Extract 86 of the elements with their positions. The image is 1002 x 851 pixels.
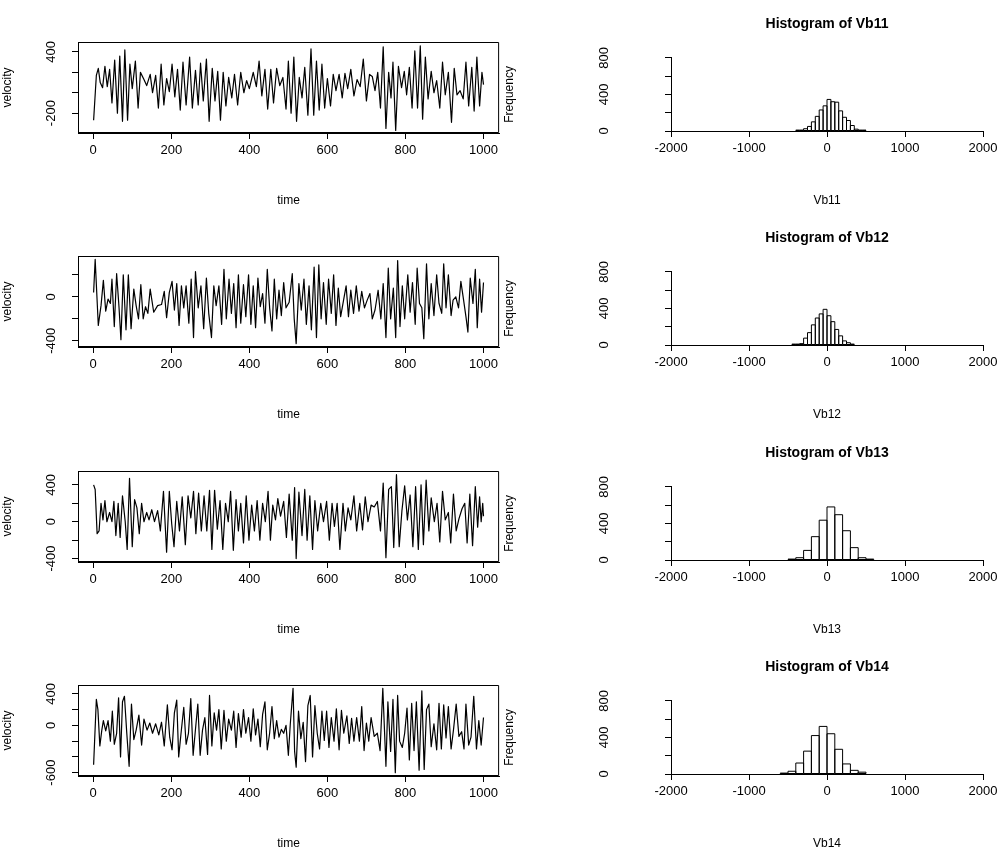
y-tick-label: 400 <box>595 512 611 535</box>
x-tick-label: 2000 <box>968 783 998 799</box>
x-axis-title: Vb11 <box>813 193 841 208</box>
x-tick-label: 0 <box>89 571 97 587</box>
x-tick-label: -1000 <box>732 140 766 156</box>
x-tick-label: 2000 <box>968 140 998 156</box>
y-tick-label: 0 <box>42 293 58 301</box>
y-axis-title: velocity <box>0 496 14 537</box>
y-tick-label: 400 <box>42 41 58 63</box>
x-tick-label: 0 <box>823 354 831 370</box>
x-tick-label: -1000 <box>732 354 766 370</box>
y-axis-title: Frequency <box>501 709 516 766</box>
x-axis-title: time <box>277 622 301 637</box>
y-tick-label: 0 <box>595 556 611 564</box>
y-tick-label: 800 <box>595 475 611 498</box>
y-tick-label: 400 <box>595 726 611 749</box>
y-tick-label: 800 <box>595 260 611 283</box>
x-tick-label: 200 <box>160 785 183 801</box>
x-tick-label: 0 <box>823 569 831 585</box>
y-tick-label: 0 <box>595 127 611 135</box>
x-tick-label: 200 <box>160 356 183 372</box>
x-tick-label: 2000 <box>968 354 998 370</box>
x-tick-label: 0 <box>823 140 831 156</box>
chart-title: Histogram of Vb14 <box>765 657 890 674</box>
y-tick-label: 400 <box>42 683 58 705</box>
x-tick-label: 1000 <box>890 354 920 370</box>
y-tick-label: -400 <box>42 545 58 572</box>
y-tick-label: 400 <box>595 83 611 106</box>
x-tick-label: -2000 <box>654 783 688 799</box>
x-tick-label: 0 <box>823 783 831 799</box>
y-tick-label: 0 <box>42 721 58 729</box>
x-tick-label: 600 <box>316 571 339 587</box>
x-tick-label: 0 <box>89 785 97 801</box>
x-tick-label: 600 <box>316 142 339 158</box>
y-tick-label: 400 <box>595 297 611 320</box>
x-tick-label: 1000 <box>469 356 498 372</box>
x-axis-title: time <box>277 193 301 208</box>
y-axis-title: velocity <box>0 67 14 108</box>
y-tick-label: 0 <box>595 770 611 778</box>
x-tick-label: 800 <box>394 142 417 158</box>
x-tick-label: 400 <box>238 142 261 158</box>
x-axis-title: time <box>277 407 301 422</box>
x-tick-label: 800 <box>394 785 417 801</box>
chart-title: Histogram of Vb11 <box>765 14 889 31</box>
y-axis-title: velocity <box>0 281 14 322</box>
y-axis-title: Frequency <box>501 495 516 552</box>
x-tick-label: 800 <box>394 571 417 587</box>
x-tick-label: 1000 <box>890 140 920 156</box>
x-tick-label: -1000 <box>732 783 766 799</box>
x-tick-label: -2000 <box>654 569 688 585</box>
x-axis-title: Vb13 <box>812 622 842 637</box>
y-tick-label: -200 <box>42 100 58 127</box>
x-tick-label: -2000 <box>654 140 688 156</box>
x-tick-label: 1000 <box>469 142 498 158</box>
x-tick-label: -1000 <box>732 569 766 585</box>
x-tick-label: 600 <box>316 356 339 372</box>
x-tick-label: 1000 <box>890 783 920 799</box>
y-tick-label: 800 <box>595 689 611 712</box>
x-tick-label: 400 <box>238 571 261 587</box>
chart-title: Histogram of Vb12 <box>765 228 890 245</box>
y-axis-title: Frequency <box>501 66 516 123</box>
x-axis-title: time <box>277 836 301 851</box>
x-tick-label: 2000 <box>968 569 998 585</box>
x-tick-label: 0 <box>89 142 97 158</box>
x-tick-label: 1000 <box>469 785 498 801</box>
y-axis-title: Frequency <box>501 280 516 337</box>
y-axis-title: velocity <box>0 710 14 751</box>
y-tick-label: 0 <box>42 518 58 526</box>
chart-title: Histogram of Vb13 <box>765 443 890 460</box>
x-tick-label: 400 <box>238 356 261 372</box>
y-tick-label: -400 <box>42 327 58 354</box>
x-tick-label: 1000 <box>469 571 498 587</box>
x-tick-label: 800 <box>394 356 417 372</box>
x-tick-label: -2000 <box>654 354 688 370</box>
x-tick-label: 600 <box>316 785 339 801</box>
y-tick-label: 400 <box>42 473 58 496</box>
x-tick-label: 200 <box>160 142 183 158</box>
x-tick-label: 400 <box>238 785 261 801</box>
x-tick-label: 200 <box>160 571 183 587</box>
y-tick-label: 0 <box>595 341 611 349</box>
y-tick-label: -600 <box>42 759 58 786</box>
y-tick-label: 800 <box>595 46 611 69</box>
x-axis-title: Vb14 <box>812 836 842 851</box>
x-tick-label: 1000 <box>890 569 920 585</box>
x-tick-label: 0 <box>89 356 97 372</box>
x-axis-title: Vb12 <box>812 407 842 422</box>
